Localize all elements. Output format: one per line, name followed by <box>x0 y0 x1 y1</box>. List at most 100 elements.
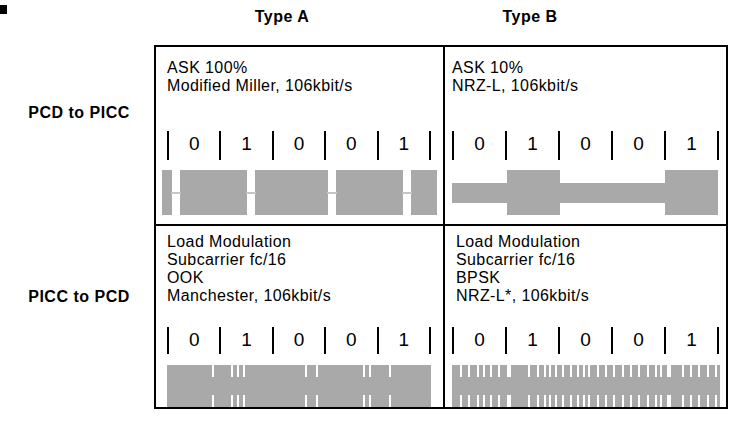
ruler-tick <box>664 131 666 160</box>
ruler-tick <box>664 327 666 354</box>
waveform-bpsk-nrz-l-notch <box>682 365 684 377</box>
cell-line: Subcarrier fc/16 <box>456 251 589 269</box>
waveform-bpsk-nrz-l-band <box>452 365 720 407</box>
bit-label: 0 <box>189 330 200 349</box>
waveform-ook-manchester-notch <box>316 365 318 377</box>
waveform-bpsk-nrz-l-notch <box>577 395 579 407</box>
waveform-bpsk-nrz-l-notch <box>544 365 546 377</box>
bit-label: 1 <box>686 134 697 153</box>
cell-text-type-a-picc: Load Modulation Subcarrier fc/16 OOK Man… <box>167 233 331 305</box>
waveform-bpsk-nrz-l-notch <box>537 365 539 377</box>
ruler-tick <box>219 327 221 354</box>
waveform-ook-manchester-notch <box>316 395 318 407</box>
waveform-ask100-modified-miller-pause-connector <box>246 192 256 194</box>
bit-label: 0 <box>294 134 305 153</box>
waveform-ook-manchester-notch <box>231 395 233 407</box>
waveform-ook-manchester-notch <box>363 365 365 377</box>
waveform-bpsk-nrz-l-notch <box>460 365 462 377</box>
bit-label: 1 <box>241 330 252 349</box>
bit-label: 1 <box>527 134 538 153</box>
waveform-bpsk-nrz-l-notch <box>638 395 640 407</box>
waveform-bpsk-nrz-l-notch <box>613 365 615 377</box>
waveform-ook-manchester-notch <box>389 395 391 407</box>
cell-text-type-b-picc: Load Modulation Subcarrier fc/16 BPSK NR… <box>456 233 589 305</box>
waveform-bpsk-nrz-l-notch <box>647 365 649 377</box>
waveform-ook-manchester-band <box>167 365 431 407</box>
waveform-bpsk-nrz-l-notch <box>613 395 615 407</box>
waveform-bpsk-nrz-l-notch <box>528 395 530 407</box>
iso14443-modulation-coding-diagram: Type A Type B PCD to PICC PICC to PCD AS… <box>0 0 748 435</box>
ruler-tick <box>505 131 507 160</box>
ruler-tick <box>611 131 613 160</box>
waveform-bpsk-nrz-l-notch <box>528 365 530 377</box>
waveform-bpsk-nrz-l-notch <box>507 365 511 377</box>
waveform-ook-manchester-notch <box>369 395 371 407</box>
waveform-ook-manchester-notch <box>212 395 214 407</box>
waveform-bpsk-nrz-l-notch <box>490 395 492 407</box>
ruler-tick <box>505 327 507 354</box>
waveform-bpsk-nrz-l-notch <box>549 365 551 377</box>
waveform-bpsk-nrz-l-notch <box>498 365 500 377</box>
cell-line: ASK 10% <box>452 59 578 77</box>
cell-line: Load Modulation <box>456 233 589 251</box>
waveform-bpsk-nrz-l-notch <box>490 365 492 377</box>
ruler-tick <box>377 327 379 354</box>
row-divider-line <box>156 224 726 226</box>
cell-line: Manchester, 106kbit/s <box>167 287 331 305</box>
bit-label: 1 <box>686 330 697 349</box>
waveform-bpsk-nrz-l-notch <box>660 365 662 377</box>
waveform-bpsk-nrz-l-notch <box>667 395 671 407</box>
waveform-ook-manchester-notch <box>212 365 214 377</box>
waveform-ook-manchester-notch <box>369 365 371 377</box>
waveform-ask10-nrz-l-high <box>665 170 718 215</box>
waveform-bpsk-nrz-l-notch <box>537 395 539 407</box>
cell-line: NRZ-L, 106kbit/s <box>452 77 578 95</box>
bit-label: 1 <box>241 134 252 153</box>
ruler-tick <box>717 131 719 160</box>
bit-label: 0 <box>633 134 644 153</box>
bit-label: 1 <box>527 330 538 349</box>
waveform-ook-manchester-notch <box>305 365 307 377</box>
waveform-bpsk-nrz-l-notch <box>562 365 564 377</box>
waveform-ook-manchester-notch <box>237 395 239 407</box>
waveform-bpsk-nrz-l-notch <box>468 365 470 377</box>
waveform-ask100-modified-miller-block <box>255 170 328 215</box>
waveform-ask100-modified-miller-pause-connector <box>327 192 337 194</box>
waveform-bpsk-nrz-l-notch <box>655 365 657 377</box>
waveform-bpsk-nrz-l-notch <box>682 395 684 407</box>
waveform-bpsk-nrz-l-notch <box>588 365 590 377</box>
waveform-bpsk-nrz-l-notch <box>605 365 607 377</box>
waveform-bpsk-nrz-l-notch <box>647 395 649 407</box>
waveform-bpsk-nrz-l-notch <box>667 365 671 377</box>
waveform-bpsk-nrz-l-notch <box>477 365 479 377</box>
waveform-ook-manchester-notch <box>231 365 233 377</box>
bit-label: 0 <box>474 134 485 153</box>
bit-label: 0 <box>580 330 591 349</box>
bit-label: 0 <box>189 134 200 153</box>
cell-line: Load Modulation <box>167 233 331 251</box>
bit-label: 0 <box>580 134 591 153</box>
table-frame <box>154 45 728 409</box>
waveform-bpsk-nrz-l-notch <box>660 395 662 407</box>
waveform-bpsk-nrz-l-notch <box>655 395 657 407</box>
waveform-bpsk-nrz-l-notch <box>577 365 579 377</box>
waveform-bpsk-nrz-l-notch <box>483 395 485 407</box>
bit-label: 0 <box>294 330 305 349</box>
ruler-tick <box>558 131 560 160</box>
cell-text-type-a-pcd: ASK 100% Modified Miller, 106kbit/s <box>167 59 353 95</box>
ruler-tick <box>611 327 613 354</box>
cell-line: BPSK <box>456 269 589 287</box>
waveform-bpsk-nrz-l-notch <box>460 395 462 407</box>
waveform-bpsk-nrz-l-notch <box>715 395 717 407</box>
ruler-tick <box>429 327 431 354</box>
bit-label: 0 <box>474 330 485 349</box>
waveform-bpsk-nrz-l-notch <box>630 365 632 377</box>
cell-line: OOK <box>167 269 331 287</box>
waveform-bpsk-nrz-l-notch <box>690 365 692 377</box>
column-header-type-a: Type A <box>255 8 310 26</box>
waveform-bpsk-nrz-l-notch <box>715 365 717 377</box>
cell-line: ASK 100% <box>167 59 353 77</box>
waveform-bpsk-nrz-l-notch <box>690 395 692 407</box>
waveform-bpsk-nrz-l-notch <box>597 365 599 377</box>
ruler-tick <box>324 131 326 160</box>
